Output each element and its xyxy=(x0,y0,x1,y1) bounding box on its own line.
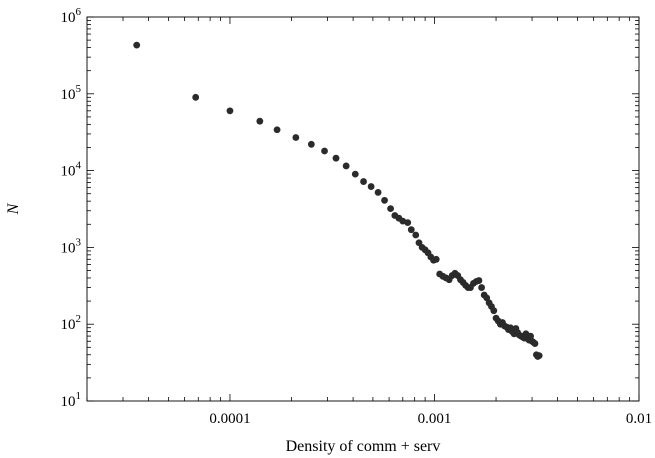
plot-frame xyxy=(86,16,640,402)
data-point xyxy=(381,196,388,204)
y-tick-label: 101 xyxy=(61,390,82,410)
data-point xyxy=(490,307,498,315)
data-point xyxy=(407,226,415,234)
data-point xyxy=(478,284,486,291)
data-point xyxy=(307,140,315,148)
data-point xyxy=(226,107,234,115)
x-tick-label: 0.01 xyxy=(626,411,652,427)
data-point xyxy=(475,277,483,284)
axis-ticks: 0.0001 0.001 0.01 101 102 103 104 105 106 xyxy=(61,6,653,427)
y-tick-label: 106 xyxy=(61,6,82,26)
y-tick-label: 105 xyxy=(61,83,82,103)
data-point xyxy=(292,134,300,141)
data-point xyxy=(351,170,359,178)
data-point xyxy=(432,255,440,263)
data-point xyxy=(374,189,382,196)
y-axis-label: N xyxy=(5,202,22,215)
data-point xyxy=(360,178,367,185)
x-tick-label: 0.001 xyxy=(418,411,452,427)
data-point xyxy=(535,352,543,360)
data-point xyxy=(404,219,412,227)
data-points xyxy=(133,41,543,360)
x-tick-label: 0.0001 xyxy=(209,411,250,427)
x-axis-label: Density of comm + serv xyxy=(286,438,441,455)
data-point xyxy=(133,41,141,49)
data-point xyxy=(367,183,375,190)
y-tick-label: 104 xyxy=(61,160,82,180)
data-point xyxy=(531,340,539,347)
data-point xyxy=(387,205,394,213)
y-tick-label: 103 xyxy=(61,236,82,256)
data-point xyxy=(273,126,281,134)
data-point xyxy=(527,332,534,340)
data-point xyxy=(342,162,350,170)
data-point xyxy=(256,117,264,125)
data-point xyxy=(412,231,420,239)
data-point xyxy=(332,154,340,162)
y-tick-label: 102 xyxy=(61,313,82,333)
data-point xyxy=(192,93,200,101)
data-point xyxy=(321,147,328,155)
